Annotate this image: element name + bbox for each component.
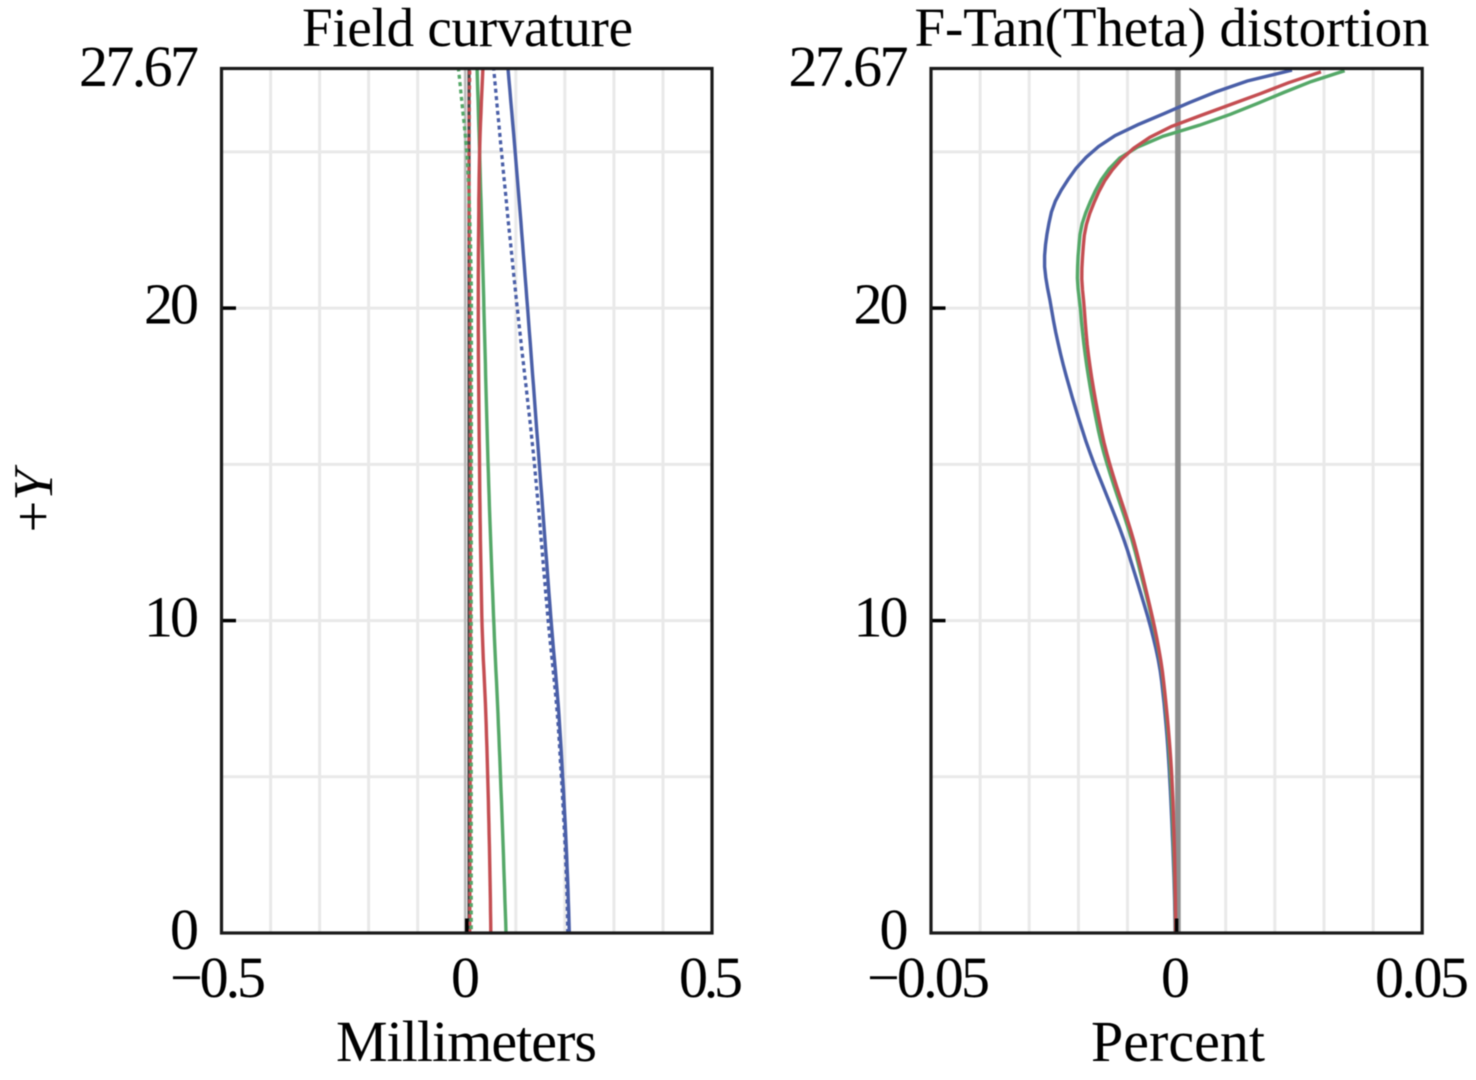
svg-text:F-Tan(Theta) distortion: F-Tan(Theta) distortion [915, 0, 1430, 58]
svg-text:0: 0 [1161, 945, 1190, 1010]
svg-text:20: 20 [144, 272, 199, 337]
svg-text:10: 10 [854, 585, 909, 650]
svg-text:0: 0 [451, 945, 480, 1010]
svg-text:−0.05: −0.05 [867, 945, 990, 1010]
svg-text:27.67: 27.67 [789, 34, 909, 99]
svg-text:0: 0 [880, 897, 909, 962]
svg-text:Percent: Percent [1091, 1009, 1265, 1074]
svg-text:0.5: 0.5 [679, 945, 743, 1010]
svg-text:20: 20 [854, 272, 909, 337]
svg-text:+Y: +Y [3, 464, 65, 533]
svg-text:10: 10 [144, 585, 199, 650]
svg-text:Field curvature: Field curvature [302, 0, 633, 58]
svg-text:27.67: 27.67 [79, 34, 199, 99]
svg-text:Millimeters: Millimeters [336, 1009, 597, 1074]
svg-text:0.05: 0.05 [1375, 945, 1469, 1010]
svg-text:0: 0 [170, 897, 199, 962]
svg-text:−0.5: −0.5 [170, 945, 266, 1010]
